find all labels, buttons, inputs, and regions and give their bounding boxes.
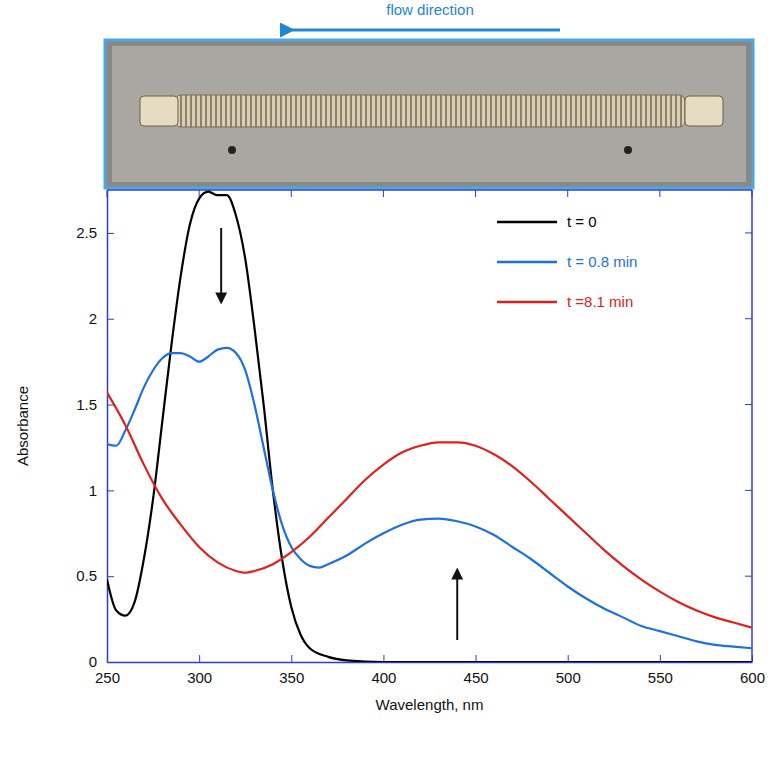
tick-label: 500 [556,669,581,686]
tick-mark [107,662,114,663]
tick-label: 350 [279,669,304,686]
tick-mark [745,576,752,577]
reactor-cap [140,96,178,126]
flow-arrow [292,29,560,32]
legend-label: t =8.1 min [567,293,633,310]
series-line [107,393,752,628]
tick: 2.5 [76,224,114,241]
reactor-photo [105,40,753,188]
legend-label: t = 0 [567,213,597,230]
tick-mark [291,655,292,662]
tick: 350 [279,655,304,686]
tick-label: 400 [371,669,396,686]
tick: 1.5 [76,396,114,413]
tick-label: 300 [187,669,212,686]
reactor-coil [175,95,685,127]
tick: 2 [89,310,114,327]
tick-mark [745,490,752,491]
tick-mark [745,232,752,233]
legend-label: t = 0.8 min [567,253,637,270]
tick-mark [199,655,200,662]
tick: 550 [648,655,673,686]
tick-mark [291,190,292,197]
y-axis: 0 0.5 1 1.5 2 2.5 [76,191,114,671]
tick-label: 0 [89,653,97,670]
photo-frame [105,40,753,188]
tick-mark [475,190,476,197]
tick: 450 [464,655,489,686]
tick-mark [107,490,114,491]
tick-label: 250 [95,669,120,686]
reactor-cap [685,96,723,126]
plot-background [107,190,752,662]
tick-mark [107,576,114,577]
legend-swatch [497,301,557,304]
annotation: flow direction [386,1,474,18]
x-axis: 250 300 350 400 450 500 550 600 [95,655,765,686]
chart: flow direction25030035040045050055060000… [0,0,770,769]
tick-mark [745,404,752,405]
screw [228,146,236,154]
tick-mark [567,190,568,197]
photo-background [112,46,746,182]
legend-swatch [497,261,557,264]
tick-label: 600 [740,669,765,686]
tick-label: 1.5 [76,396,97,413]
screw [624,146,632,154]
trend-arrow [220,228,222,302]
tick: 400 [371,655,396,686]
lines [107,192,752,662]
series-line [107,192,752,662]
tick-label: 0.5 [76,567,97,584]
x-axis-title: Wavelength, nm [376,696,484,713]
y-axis-title: Absorbance [14,386,31,466]
tick: 300 [187,655,212,686]
frame [751,190,753,662]
tick-mark [107,190,108,197]
tick-mark [659,190,660,197]
tick-label: 450 [464,669,489,686]
axis-line [107,191,109,663]
tick: 1 [89,482,114,499]
tick-label: 2.5 [76,224,97,241]
tick-mark [752,190,753,197]
tick-label: 2 [89,310,97,327]
tick: 500 [556,655,581,686]
tick-mark [745,318,752,319]
tick-mark [199,190,200,197]
tick: 0 [89,653,114,670]
tick-mark [107,319,114,320]
trend-arrow [456,570,458,640]
frame [107,189,752,191]
legend-swatch [497,221,557,224]
tick-label: 1 [89,482,97,499]
tick-mark [383,190,384,197]
tick-label: 550 [648,669,673,686]
legend: t = 0 t = 0.8 min t =8.1 min [497,213,637,310]
tick-mark [107,233,114,234]
series-line [107,348,752,648]
